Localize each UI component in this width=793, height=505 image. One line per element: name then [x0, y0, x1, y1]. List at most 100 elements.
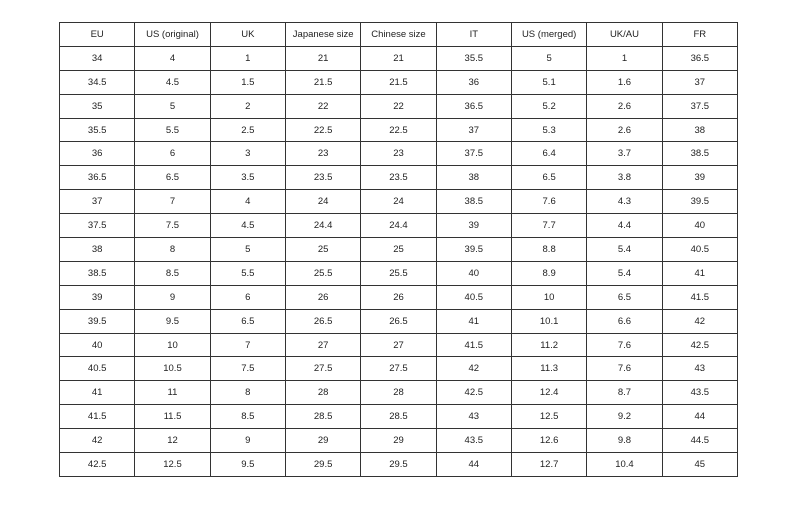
- table-cell: 37: [661, 69, 739, 95]
- table-cell: 24.4: [360, 213, 437, 239]
- column-header: US (merged): [510, 22, 588, 47]
- table-cell: 27.5: [284, 356, 362, 382]
- header-row: EU US (original) UK Japanese size Chinese si…: [58, 22, 739, 47]
- table-cell: 24: [360, 189, 437, 215]
- table-cell: 9.2: [586, 404, 663, 430]
- table-cell: 41: [58, 380, 136, 406]
- table-cell: 4: [134, 45, 211, 71]
- table-cell: 39.5: [435, 237, 512, 262]
- table-cell: 8.7: [586, 380, 663, 406]
- table-cell: 25.5: [360, 260, 437, 286]
- column-header: UK/AU: [586, 22, 663, 47]
- table-cell: 5: [134, 93, 211, 119]
- table-cell: 10: [510, 284, 588, 310]
- table-cell: 42: [435, 356, 512, 382]
- table-row: 39 9 6 26 26 40.5 10 6.5 41.5: [58, 284, 739, 310]
- table-cell: 34: [58, 45, 136, 71]
- table-cell: 41.5: [58, 404, 136, 430]
- table-cell: 26.5: [284, 308, 362, 334]
- table-cell: 42.5: [58, 452, 136, 477]
- table-cell: 4.5: [209, 213, 286, 239]
- table-cell: 41.5: [435, 332, 512, 358]
- table-cell: 7.6: [510, 189, 588, 215]
- table-cell: 22.5: [284, 117, 362, 143]
- table-cell: 38.5: [661, 141, 739, 167]
- table-cell: 37: [435, 117, 512, 143]
- column-header: UK: [209, 22, 286, 47]
- table-cell: 5.3: [510, 117, 588, 143]
- table-cell: 6.5: [209, 308, 286, 334]
- table-cell: 11.2: [510, 332, 588, 358]
- table-cell: 4.5: [134, 69, 211, 95]
- table-cell: 24: [284, 189, 362, 215]
- table-cell: 2.5: [209, 117, 286, 143]
- table-cell: 43.5: [661, 380, 739, 406]
- table-cell: 7.5: [134, 213, 211, 239]
- table-cell: 21.5: [360, 69, 437, 95]
- table-cell: 40.5: [435, 284, 512, 310]
- table-cell: 37.5: [661, 93, 739, 119]
- table-cell: 9: [209, 428, 286, 454]
- table-row: 36.5 6.5 3.5 23.5 23.5 38 6.5 3.8 39: [58, 165, 739, 191]
- table-cell: 6: [134, 141, 211, 167]
- table-cell: 29.5: [284, 452, 362, 477]
- table-cell: 7.5: [209, 356, 286, 382]
- table-cell: 6.4: [510, 141, 588, 167]
- table-cell: 3: [209, 141, 286, 167]
- table-cell: 7.7: [510, 213, 588, 239]
- table-cell: 2.6: [586, 93, 663, 119]
- table-cell: 7.6: [586, 332, 663, 358]
- table-cell: 43: [435, 404, 512, 430]
- table-cell: 1: [586, 45, 663, 71]
- table-cell: 36: [435, 69, 512, 95]
- table-cell: 3.7: [586, 141, 663, 167]
- table-cell: 7: [209, 332, 286, 358]
- table-cell: 10: [134, 332, 211, 358]
- table-cell: 9: [134, 284, 211, 310]
- table-cell: 5.4: [586, 237, 663, 262]
- table-cell: 39: [661, 165, 739, 191]
- table-cell: 12.7: [510, 452, 588, 477]
- table-cell: 1.5: [209, 69, 286, 95]
- table-cell: 35: [58, 93, 136, 119]
- table-cell: 12.6: [510, 428, 588, 454]
- table-cell: 23.5: [284, 165, 362, 191]
- table-row: 36 6 3 23 23 37.5 6.4 3.7 38.5: [58, 141, 739, 167]
- table-cell: 42: [661, 308, 739, 334]
- table-cell: 5.4: [586, 260, 663, 286]
- table-cell: 6.5: [586, 284, 663, 310]
- table-cell: 9.8: [586, 428, 663, 454]
- table-cell: 12: [134, 428, 211, 454]
- table-cell: 28.5: [360, 404, 437, 430]
- table-cell: 35.5: [58, 117, 136, 143]
- table-cell: 26.5: [360, 308, 437, 334]
- table-cell: 6: [209, 284, 286, 310]
- table-cell: 2.6: [586, 117, 663, 143]
- table-cell: 42.5: [661, 332, 739, 358]
- table-cell: 8.9: [510, 260, 588, 286]
- table-cell: 21.5: [284, 69, 362, 95]
- table-row: 40 10 7 27 27 41.5 11.2 7.6 42.5: [58, 332, 739, 358]
- table-cell: 38.5: [435, 189, 512, 215]
- table-cell: 41.5: [661, 284, 739, 310]
- table-row: 38.5 8.5 5.5 25.5 25.5 40 8.9 5.4 41: [58, 260, 739, 286]
- table-cell: 5.1: [510, 69, 588, 95]
- table-cell: 9.5: [134, 308, 211, 334]
- table-cell: 36.5: [435, 93, 512, 119]
- table-cell: 37.5: [435, 141, 512, 167]
- table-row: 42 12 9 29 29 43.5 12.6 9.8 44.5: [58, 428, 739, 454]
- table-cell: 10.4: [586, 452, 663, 477]
- table-cell: 23: [360, 141, 437, 167]
- table-cell: 28: [284, 380, 362, 406]
- table-cell: 28.5: [284, 404, 362, 430]
- table-cell: 4.4: [586, 213, 663, 239]
- table-cell: 45: [661, 452, 739, 477]
- column-header: IT: [435, 22, 512, 47]
- table-cell: 1.6: [586, 69, 663, 95]
- table-row: 42.5 12.5 9.5 29.5 29.5 44 12.7 10.4 45: [58, 452, 739, 477]
- table-cell: 36.5: [661, 45, 739, 71]
- table-cell: 35.5: [435, 45, 512, 71]
- column-header: EU: [58, 22, 136, 47]
- table-cell: 44: [661, 404, 739, 430]
- table-cell: 25: [360, 237, 437, 262]
